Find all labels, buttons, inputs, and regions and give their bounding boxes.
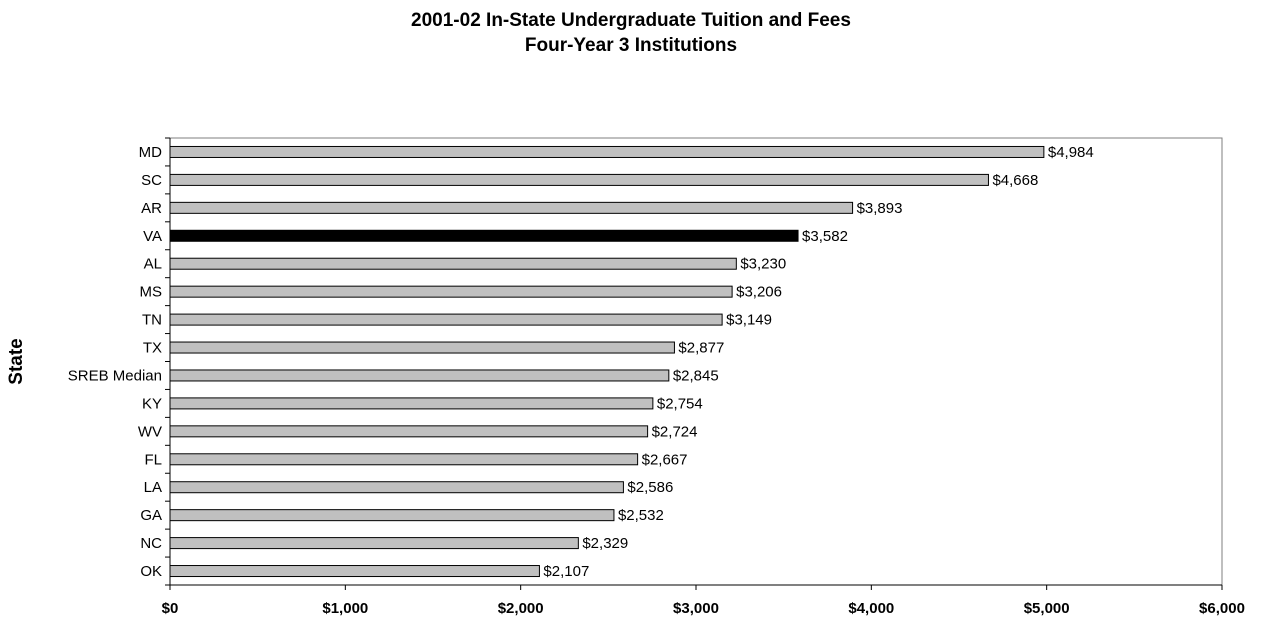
value-label: $2,724 xyxy=(652,423,698,440)
bars-group xyxy=(169,145,1045,578)
chart-title-line-2: Four-Year 3 Institutions xyxy=(524,35,738,56)
bar-tx xyxy=(169,341,675,354)
x-ticks: $0 $1,000 $2,000 $3,000 $4,000 $5,000 $6,000 xyxy=(162,585,1245,617)
bar-ms xyxy=(169,285,733,298)
bar-ar xyxy=(169,201,854,214)
category-label: SC xyxy=(141,172,162,189)
x-tick-label: $3,000 xyxy=(673,600,719,617)
x-tick-label: $2,000 xyxy=(498,600,544,617)
value-label: $2,877 xyxy=(678,340,724,357)
category-label: FL xyxy=(144,451,162,468)
category-label: LA xyxy=(144,479,162,496)
category-label: KY xyxy=(142,395,162,412)
category-label: VA xyxy=(143,228,162,245)
category-label: GA xyxy=(140,507,162,524)
category-label: TX xyxy=(143,340,162,357)
value-label: $2,532 xyxy=(618,507,664,524)
value-label: $2,329 xyxy=(582,535,628,552)
category-label: AR xyxy=(141,200,162,217)
category-label: WV xyxy=(138,423,162,440)
category-labels: MD SC AR VA AL MS TN TX SREB Median KY WV FL LA GA NC O… xyxy=(68,137,170,586)
value-label: $4,984 xyxy=(1048,144,1094,161)
x-tick-label: $1,000 xyxy=(322,600,368,617)
bar-wv xyxy=(169,425,649,438)
y-axis-title: State xyxy=(6,338,27,384)
bar-al xyxy=(169,257,737,270)
value-label: $2,586 xyxy=(627,479,673,496)
x-tick-label: $6,000 xyxy=(1199,600,1245,617)
category-label: NC xyxy=(140,535,162,552)
bar-md xyxy=(169,145,1045,158)
bar-va xyxy=(169,229,799,242)
bar-ky xyxy=(169,397,654,410)
bar-sc xyxy=(169,173,989,186)
category-label: OK xyxy=(140,563,162,580)
bar-ok xyxy=(169,565,540,578)
value-label: $3,206 xyxy=(736,284,782,301)
value-labels: $4,984 $4,668 $3,893 $3,582 $3,230 $3,206 $3,1… xyxy=(543,144,1093,580)
bar-nc xyxy=(169,537,579,550)
category-label: MS xyxy=(140,284,163,301)
x-tick-label: $4,000 xyxy=(848,600,894,617)
bar-la xyxy=(169,481,624,494)
category-label: TN xyxy=(142,312,162,329)
value-label: $3,149 xyxy=(726,312,772,329)
x-tick-label: $0 xyxy=(162,600,179,617)
chart-title: 2001-02 In-State Undergraduate Tuition a… xyxy=(0,8,1262,58)
bar-sreb-median xyxy=(169,369,670,382)
value-label: $3,230 xyxy=(740,256,786,273)
chart-title-line-1: 2001-02 In-State Undergraduate Tuition a… xyxy=(411,10,851,31)
value-label: $2,667 xyxy=(642,451,688,468)
x-tick-label: $5,000 xyxy=(1024,600,1070,617)
bar-fl xyxy=(169,453,639,466)
value-label: $2,845 xyxy=(673,367,719,384)
value-label: $2,107 xyxy=(543,563,589,580)
bar-tn xyxy=(169,313,723,326)
category-label: AL xyxy=(144,256,162,273)
bar-ga xyxy=(169,509,615,522)
category-label: SREB Median xyxy=(68,367,162,384)
value-label: $3,893 xyxy=(857,200,903,217)
value-label: $3,582 xyxy=(802,228,848,245)
value-label: $4,668 xyxy=(992,172,1038,189)
value-label: $2,754 xyxy=(657,395,703,412)
category-label: MD xyxy=(139,144,162,161)
